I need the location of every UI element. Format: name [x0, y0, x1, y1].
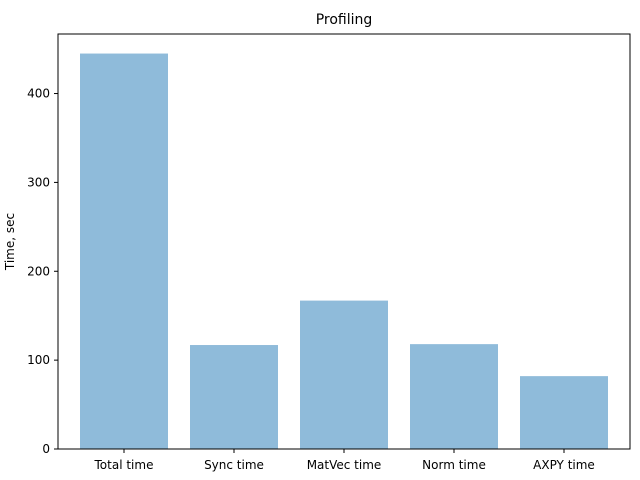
- y-axis-label: Time, sec: [3, 213, 17, 271]
- chart-title: Profiling: [316, 12, 373, 28]
- y-tick-label: 0: [42, 442, 50, 456]
- bar-sync-time: [190, 345, 278, 449]
- y-tick-label: 100: [27, 353, 50, 367]
- y-tick-label: 400: [27, 87, 50, 101]
- x-tick-label: Total time: [94, 458, 154, 472]
- x-tick-label: Norm time: [422, 458, 486, 472]
- bar-total-time: [80, 53, 168, 449]
- x-tick-label: MatVec time: [307, 458, 382, 472]
- x-tick-label: AXPY time: [533, 458, 595, 472]
- x-tick-label: Sync time: [204, 458, 264, 472]
- y-ticks-group: 0 100 200 300 400: [27, 87, 58, 456]
- bars-group: [80, 53, 608, 449]
- bar-axpy-time: [520, 376, 608, 449]
- x-ticks-group: Total time Sync time MatVec time Norm time A…: [94, 449, 595, 472]
- y-tick-label: 200: [27, 264, 50, 278]
- plot-frame: [57, 33, 631, 450]
- bar-norm-time: [410, 344, 498, 449]
- bar-matvec-time: [300, 300, 388, 449]
- y-tick-label: 300: [27, 175, 50, 189]
